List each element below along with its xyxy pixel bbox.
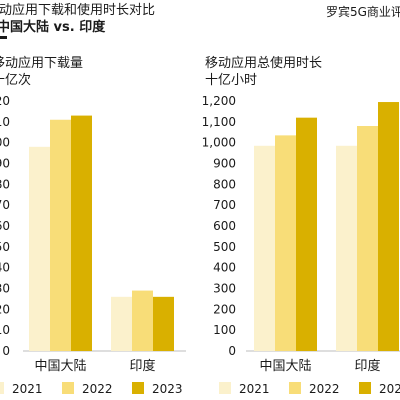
y-tick-label: 1,000 (202, 136, 236, 150)
y-tick-label: 700 (213, 198, 236, 212)
y-tick-label: 100 (213, 323, 236, 337)
y-tick-label: 100 (0, 136, 10, 150)
legend-swatch-2021 (0, 382, 4, 394)
legend-swatch-2022 (62, 382, 74, 394)
bar-2022-india (357, 126, 378, 351)
y-tick-label: 0 (2, 344, 10, 358)
category-label: 印度 (354, 358, 380, 374)
page-subtitle: 中国大陆 vs. 印度 (0, 20, 106, 35)
category-label: 中国大陆 (259, 358, 311, 374)
y-axis-label: 十亿小时 (205, 73, 257, 88)
y-tick-label: 500 (213, 240, 236, 254)
y-tick-label: 300 (213, 282, 236, 296)
legend-label-2022: 2022 (82, 382, 113, 396)
y-tick-label: 80 (0, 177, 10, 191)
y-tick-label: 40 (0, 261, 10, 275)
chart-title: 移动应用下载量 (0, 55, 83, 71)
legend-label-2021: 2021 (239, 382, 270, 396)
y-tick-label: 800 (213, 177, 236, 191)
y-tick-label: 30 (0, 282, 10, 296)
legend-swatch-2022 (289, 382, 301, 394)
legend-label-2023: 2023 (152, 382, 183, 396)
bar-2023-india (378, 102, 399, 352)
y-tick-label: 0 (228, 344, 236, 358)
y-tick-label: 900 (213, 157, 236, 171)
chart-title: 移动应用总使用时长 (205, 55, 322, 71)
y-tick-label: 400 (213, 261, 236, 275)
header-accent-rule (0, 36, 7, 39)
category-label: 印度 (129, 358, 155, 374)
bar-2023-china (71, 115, 92, 351)
bar-2022-china (275, 135, 296, 351)
y-tick-label: 50 (0, 240, 10, 254)
y-tick-label: 60 (0, 219, 10, 233)
y-tick-label: 110 (0, 115, 10, 129)
bar-2022-china (50, 119, 71, 351)
bar-2021-china (254, 145, 275, 351)
y-tick-label: 1,100 (202, 115, 236, 129)
legend-label-2022: 2022 (309, 382, 340, 396)
y-tick-label: 10 (0, 323, 10, 337)
y-tick-label: 200 (213, 302, 236, 316)
y-tick-label: 600 (213, 219, 236, 233)
bar-2021-india (336, 145, 357, 351)
bar-2023-china (296, 117, 317, 352)
bar-2022-india (132, 290, 153, 351)
legend-label-2023: 2023 (379, 382, 400, 396)
y-tick-label: 90 (0, 157, 10, 171)
category-label: 中国大陆 (34, 358, 86, 374)
legend-swatch-2023 (359, 382, 371, 394)
legend-label-2021: 2021 (12, 382, 43, 396)
bar-2021-china (29, 146, 50, 351)
y-tick-label: 120 (0, 94, 10, 108)
source-label: 罗宾5G商业评论 (326, 5, 400, 19)
y-tick-label: 70 (0, 198, 10, 212)
page-title: 移动应用下载和使用时长对比 (0, 3, 156, 18)
legend-swatch-2023 (132, 382, 144, 394)
y-axis-label: 十亿次 (0, 72, 31, 88)
bar-2023-india (153, 296, 174, 351)
y-tick-label: 1,200 (202, 94, 236, 108)
legend-swatch-2021 (219, 382, 231, 394)
bar-2021-india (111, 296, 132, 351)
y-tick-label: 20 (0, 302, 10, 316)
